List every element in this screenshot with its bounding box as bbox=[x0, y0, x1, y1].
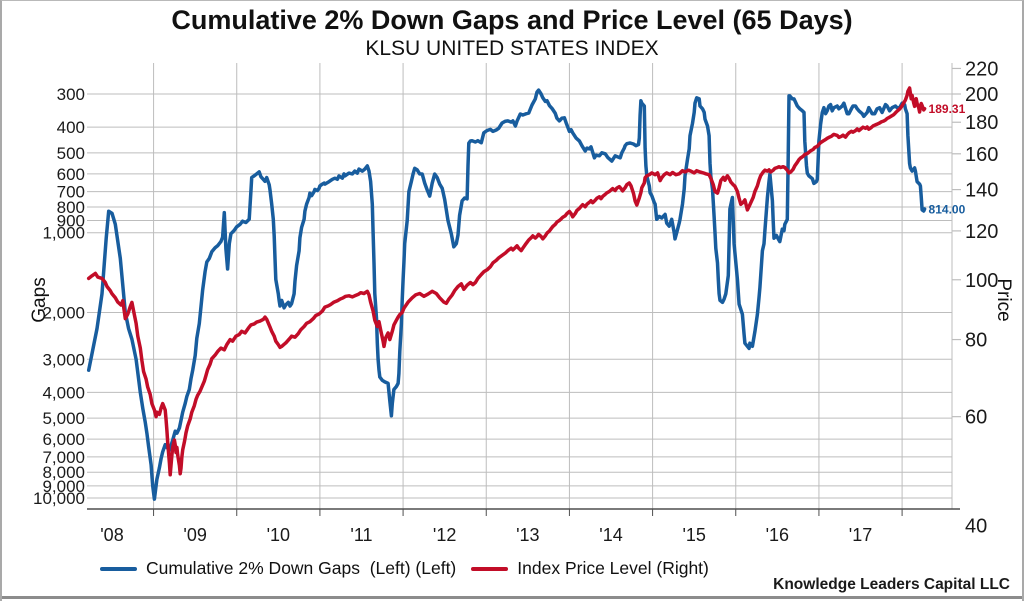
svg-text:180: 180 bbox=[965, 112, 998, 134]
svg-text:4,000: 4,000 bbox=[42, 383, 85, 402]
legend-swatch-price-line bbox=[471, 566, 509, 571]
svg-text:'08: '08 bbox=[100, 525, 123, 545]
svg-text:'17: '17 bbox=[849, 525, 872, 545]
chart-title: Cumulative 2% Down Gaps and Price Level … bbox=[171, 5, 853, 35]
svg-text:220: 220 bbox=[965, 58, 998, 80]
svg-text:9,000: 9,000 bbox=[42, 477, 85, 496]
svg-text:'13: '13 bbox=[516, 525, 539, 545]
svg-text:400: 400 bbox=[57, 118, 85, 137]
svg-text:5,000: 5,000 bbox=[42, 409, 85, 428]
svg-text:189.31: 189.31 bbox=[929, 102, 966, 116]
legend-label-price: Index Price Level (Right) bbox=[517, 558, 709, 578]
chart-subtitle: KLSU UNITED STATES INDEX bbox=[365, 37, 659, 60]
svg-text:500: 500 bbox=[57, 144, 85, 163]
legend-swatch-gaps-line bbox=[100, 566, 137, 571]
svg-text:8,000: 8,000 bbox=[42, 463, 85, 482]
svg-text:10,000: 10,000 bbox=[33, 489, 85, 508]
svg-text:1,000: 1,000 bbox=[42, 224, 85, 243]
svg-text:814.00: 814.00 bbox=[929, 202, 966, 216]
svg-text:3,000: 3,000 bbox=[42, 350, 85, 369]
svg-text:160: 160 bbox=[965, 144, 998, 166]
svg-text:40: 40 bbox=[965, 515, 987, 537]
svg-text:'09: '09 bbox=[183, 525, 206, 545]
svg-text:700: 700 bbox=[57, 183, 85, 202]
svg-text:80: 80 bbox=[965, 330, 987, 352]
svg-text:'10: '10 bbox=[267, 525, 290, 545]
footer-attribution: Knowledge Leaders Capital LLC bbox=[773, 576, 1010, 593]
svg-text:'16: '16 bbox=[766, 525, 789, 545]
legend: Cumulative 2% Down Gaps (Left) (Left) In… bbox=[100, 558, 709, 579]
svg-text:140: 140 bbox=[965, 180, 998, 202]
svg-text:200: 200 bbox=[965, 84, 998, 106]
svg-text:7,000: 7,000 bbox=[42, 448, 85, 467]
svg-text:6,000: 6,000 bbox=[42, 430, 85, 449]
svg-text:'15: '15 bbox=[682, 525, 705, 545]
svg-text:300: 300 bbox=[57, 85, 85, 104]
svg-text:'14: '14 bbox=[599, 525, 622, 545]
svg-text:600: 600 bbox=[57, 165, 85, 184]
bottom-border-rule bbox=[2, 596, 1022, 599]
svg-text:2,000: 2,000 bbox=[42, 304, 85, 323]
svg-text:100: 100 bbox=[965, 270, 998, 292]
svg-text:60: 60 bbox=[965, 407, 987, 429]
svg-text:'12: '12 bbox=[433, 525, 456, 545]
legend-label-gaps: Cumulative 2% Down Gaps (Left) (Left) bbox=[146, 558, 457, 578]
svg-text:120: 120 bbox=[965, 221, 998, 243]
svg-text:800: 800 bbox=[57, 198, 85, 217]
svg-text:900: 900 bbox=[57, 212, 85, 231]
svg-text:'11: '11 bbox=[350, 525, 372, 545]
